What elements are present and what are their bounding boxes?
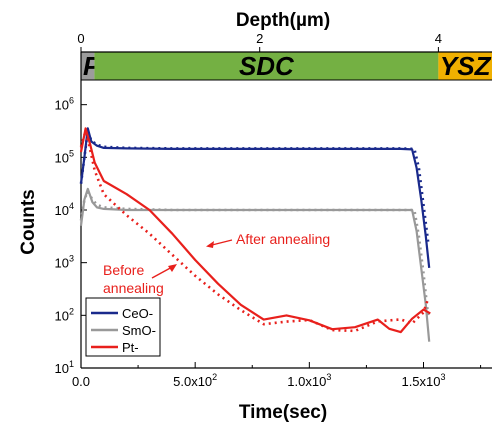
y-axis-title: Counts	[18, 189, 39, 254]
legend-label-pt: Pt-	[122, 340, 139, 355]
x-tick-label-0: 0.0	[72, 374, 90, 389]
before-annealing-label-line2: annealing	[103, 280, 164, 296]
legend-label-smo: SmO-	[122, 323, 156, 338]
series-smo-before	[79, 190, 430, 316]
top-tick-label-0: 0	[77, 31, 84, 46]
top-tick-label-2: 4	[435, 31, 442, 46]
layer-sdc-label: SDC	[239, 51, 295, 81]
after-annealing-label: After annealing	[236, 231, 330, 247]
after-annealing-arrowhead	[206, 241, 214, 248]
y-tick-label-1: 102	[55, 306, 74, 323]
after-annealing-annotation: After annealing	[206, 231, 330, 248]
layer-ysz-band	[438, 52, 492, 80]
legend: CeO- SmO- Pt-	[85, 297, 161, 357]
top-tick-label-1: 2	[256, 31, 263, 46]
axis-ticks: 0 2 40.0 5.0x102 1.0x103 1.5x1031011021031041…	[55, 31, 482, 389]
legend-label-ceo: CeO-	[122, 306, 153, 321]
layer-sdc-band	[94, 52, 439, 80]
x-axis-title: Time(sec)	[239, 402, 327, 423]
y-tick-label-4: 105	[55, 148, 74, 165]
layer-pt-band	[81, 52, 95, 80]
x-tick-label-3: 1.5x103	[401, 372, 445, 389]
top-axis-title: Depth(µm)	[236, 10, 330, 31]
x-tick-label-1: 5.0x102	[173, 372, 217, 389]
before-annealing-label-line1: Before	[103, 262, 144, 278]
before-annealing-arrowhead	[168, 264, 177, 272]
series-pt-after	[79, 127, 431, 334]
series-smo-after	[79, 187, 431, 342]
series-layer	[79, 127, 431, 342]
y-tick-label-3: 104	[55, 201, 74, 218]
x-tick-label-2: 1.0x103	[287, 372, 331, 389]
layer-band: PtSDCYSZ	[81, 51, 492, 81]
y-tick-label-5: 106	[55, 96, 74, 113]
y-tick-label-2: 103	[55, 254, 74, 271]
layer-ysz-label: YSZ	[440, 51, 492, 81]
before-annealing-annotation: Before annealing	[103, 262, 177, 296]
